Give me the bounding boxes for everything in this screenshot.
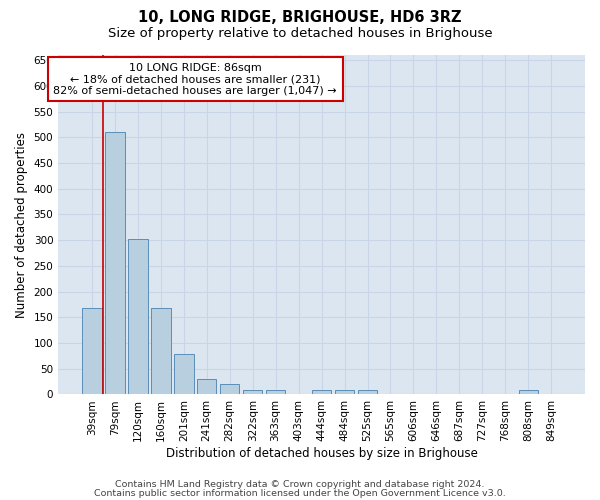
Bar <box>243 390 262 394</box>
Y-axis label: Number of detached properties: Number of detached properties <box>15 132 28 318</box>
Bar <box>197 379 217 394</box>
Bar <box>128 239 148 394</box>
Bar <box>312 390 331 394</box>
Bar <box>174 354 194 395</box>
Text: 10, LONG RIDGE, BRIGHOUSE, HD6 3RZ: 10, LONG RIDGE, BRIGHOUSE, HD6 3RZ <box>138 10 462 25</box>
Text: Contains public sector information licensed under the Open Government Licence v3: Contains public sector information licen… <box>94 489 506 498</box>
Bar <box>358 390 377 394</box>
X-axis label: Distribution of detached houses by size in Brighouse: Distribution of detached houses by size … <box>166 447 478 460</box>
Bar <box>220 384 239 394</box>
Bar <box>82 308 101 394</box>
Bar <box>266 390 286 394</box>
Bar <box>335 390 355 394</box>
Bar <box>151 308 170 394</box>
Bar <box>105 132 125 394</box>
Text: Contains HM Land Registry data © Crown copyright and database right 2024.: Contains HM Land Registry data © Crown c… <box>115 480 485 489</box>
Text: Size of property relative to detached houses in Brighouse: Size of property relative to detached ho… <box>107 28 493 40</box>
Bar <box>518 390 538 394</box>
Text: 10 LONG RIDGE: 86sqm
← 18% of detached houses are smaller (231)
82% of semi-deta: 10 LONG RIDGE: 86sqm ← 18% of detached h… <box>53 62 337 96</box>
